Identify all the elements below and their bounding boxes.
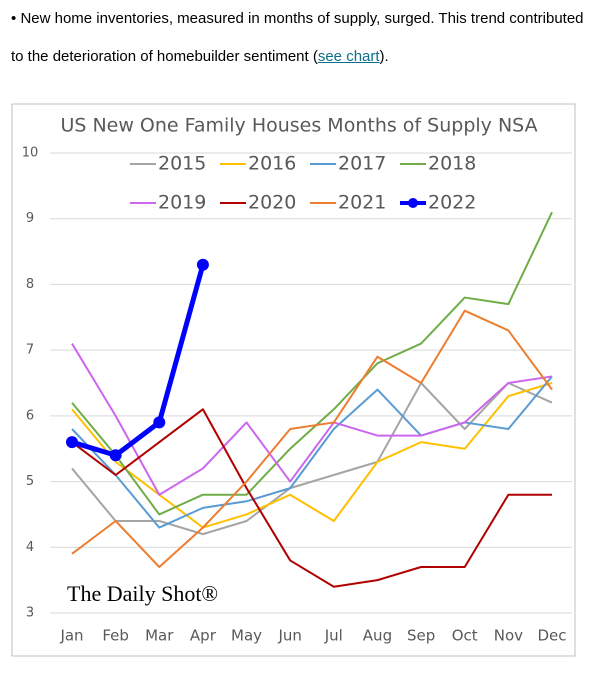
y-tick-label: 8 [26, 277, 34, 292]
y-tick-label: 10 [22, 146, 39, 161]
x-tick-label: May [231, 627, 262, 645]
series-line [71, 408, 552, 588]
y-tick-label: 6 [26, 408, 34, 423]
series-line [71, 211, 553, 516]
legend-label: 2016 [248, 153, 296, 175]
y-tick-label: 4 [26, 540, 34, 555]
x-tick-label: Sep [407, 627, 435, 645]
series-line [71, 382, 553, 536]
series-line [71, 375, 553, 529]
x-tick-label: Apr [190, 627, 217, 645]
x-tick-label: Aug [363, 627, 392, 645]
series-line [71, 309, 553, 568]
series-line [71, 343, 553, 496]
text: New home inventories, measured in months… [20, 10, 584, 27]
y-tick-label: 5 [26, 474, 34, 489]
y-tick-label: 9 [26, 211, 34, 226]
y-tick-label: 7 [26, 343, 34, 358]
legend-label: 2015 [158, 153, 206, 175]
point-marker [66, 436, 78, 449]
x-tick-label: Jun [277, 627, 301, 645]
point-marker [109, 449, 122, 462]
text: to the deterioration of homebuilder sent… [11, 48, 318, 65]
text: ). [379, 48, 389, 65]
legend-label: 2019 [158, 192, 206, 214]
x-tick-label: Feb [102, 627, 129, 645]
x-tick-label: Jan [59, 627, 83, 645]
point-marker [153, 416, 166, 429]
paragraph: to the deterioration of homebuilder sent… [11, 48, 389, 65]
y-tick-label: 3 [26, 606, 34, 621]
legend-label: 2022 [428, 192, 476, 214]
legend-label: 2021 [338, 192, 386, 214]
link[interactable]: see chart [317, 48, 380, 65]
watermark: The Daily Shot® [67, 581, 218, 606]
paragraph: • New home inventories, measured in mont… [11, 10, 592, 27]
x-tick-label: Jul [324, 627, 343, 645]
x-tick-label: Nov [494, 627, 523, 645]
series-line [71, 382, 553, 529]
series-line [71, 264, 206, 458]
x-tick-label: Oct [452, 627, 478, 645]
x-tick-label: Dec [537, 627, 566, 645]
legend-marker [408, 198, 418, 208]
chart-frame [11, 103, 576, 657]
legend-label: 2017 [338, 153, 386, 175]
legend-label: 2018 [428, 153, 476, 175]
chart-title: US New One Family Houses Months of Suppl… [60, 115, 537, 137]
legend-label: 2020 [248, 192, 296, 214]
x-tick-label: Mar [145, 627, 174, 645]
bullet: • [11, 10, 17, 27]
point-marker [196, 258, 209, 271]
